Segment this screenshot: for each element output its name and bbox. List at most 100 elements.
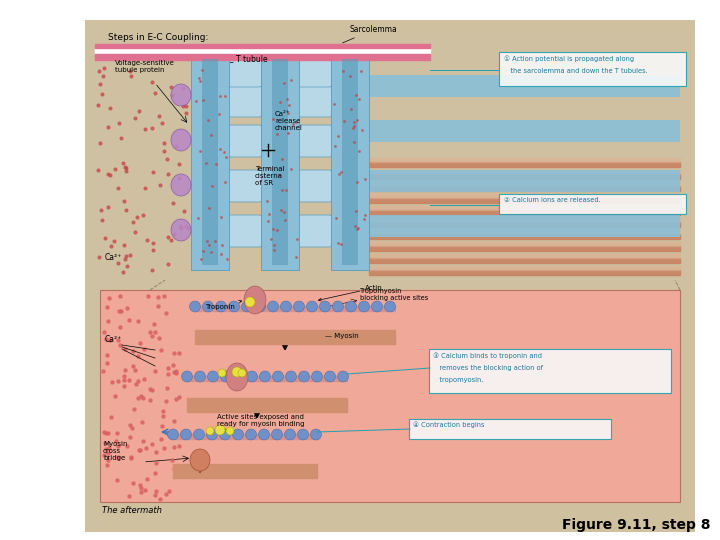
FancyBboxPatch shape xyxy=(228,125,262,157)
Text: Terminal
cisterna
of SR: Terminal cisterna of SR xyxy=(255,166,284,186)
Circle shape xyxy=(272,371,284,382)
FancyBboxPatch shape xyxy=(298,170,332,202)
FancyBboxPatch shape xyxy=(499,194,686,214)
Circle shape xyxy=(218,369,226,377)
Circle shape xyxy=(312,371,323,382)
Text: ② Calcium ions are released.: ② Calcium ions are released. xyxy=(504,197,600,203)
Circle shape xyxy=(294,301,305,312)
Circle shape xyxy=(181,371,192,382)
Text: ④ Contraction begins: ④ Contraction begins xyxy=(413,421,485,428)
Text: — Myosin: — Myosin xyxy=(325,333,359,339)
Text: removes the blocking action of: removes the blocking action of xyxy=(433,365,543,371)
Text: ③ Calcium binds to troponin and: ③ Calcium binds to troponin and xyxy=(433,353,542,359)
FancyBboxPatch shape xyxy=(429,349,671,393)
Circle shape xyxy=(189,301,200,312)
Circle shape xyxy=(215,301,227,312)
Circle shape xyxy=(320,301,330,312)
Bar xyxy=(272,59,288,265)
Text: Myosin
cross
bridge: Myosin cross bridge xyxy=(103,441,127,461)
Circle shape xyxy=(281,301,292,312)
Bar xyxy=(261,54,299,270)
Ellipse shape xyxy=(190,449,210,471)
Bar xyxy=(85,20,695,532)
Bar xyxy=(95,30,690,285)
Circle shape xyxy=(206,427,214,435)
Text: The aftermath: The aftermath xyxy=(102,506,162,515)
Text: Tropomyosin
blocking active sites: Tropomyosin blocking active sites xyxy=(360,288,428,301)
Circle shape xyxy=(232,367,242,377)
FancyBboxPatch shape xyxy=(228,215,262,247)
Circle shape xyxy=(228,301,240,312)
Ellipse shape xyxy=(226,363,248,391)
Circle shape xyxy=(346,301,356,312)
Circle shape xyxy=(220,371,232,382)
Circle shape xyxy=(286,371,297,382)
Circle shape xyxy=(254,301,266,312)
Circle shape xyxy=(271,429,282,440)
FancyBboxPatch shape xyxy=(298,55,332,87)
Text: Troponin: Troponin xyxy=(205,300,242,310)
FancyBboxPatch shape xyxy=(499,52,686,86)
Bar xyxy=(191,54,229,270)
FancyBboxPatch shape xyxy=(409,419,611,439)
Bar xyxy=(100,290,680,502)
Circle shape xyxy=(338,371,348,382)
Circle shape xyxy=(310,429,322,440)
Circle shape xyxy=(233,371,245,382)
Text: ① Action potential is propagated along: ① Action potential is propagated along xyxy=(504,56,634,62)
Circle shape xyxy=(246,429,256,440)
Circle shape xyxy=(226,427,234,435)
Circle shape xyxy=(207,371,218,382)
Text: T tubule: T tubule xyxy=(236,55,268,64)
Circle shape xyxy=(325,371,336,382)
Ellipse shape xyxy=(171,84,191,106)
Circle shape xyxy=(238,369,246,377)
Circle shape xyxy=(246,371,258,382)
Bar xyxy=(331,54,369,270)
Circle shape xyxy=(268,301,279,312)
Text: Ca²⁺
release
channel: Ca²⁺ release channel xyxy=(275,111,303,131)
Circle shape xyxy=(194,371,205,382)
Bar xyxy=(342,59,358,265)
Circle shape xyxy=(307,301,318,312)
Circle shape xyxy=(241,301,253,312)
Circle shape xyxy=(245,297,255,307)
FancyBboxPatch shape xyxy=(228,85,262,117)
Circle shape xyxy=(168,429,179,440)
Ellipse shape xyxy=(171,174,191,196)
Ellipse shape xyxy=(244,286,266,314)
Text: Figure 9.11, step 8: Figure 9.11, step 8 xyxy=(562,518,710,532)
Text: Steps in E-C Coupling:: Steps in E-C Coupling: xyxy=(108,33,208,42)
Text: Ca²⁺: Ca²⁺ xyxy=(105,253,122,262)
Circle shape xyxy=(202,301,214,312)
Circle shape xyxy=(215,425,225,435)
Circle shape xyxy=(384,301,395,312)
Text: the sarcolemma and down the T tubules.: the sarcolemma and down the T tubules. xyxy=(504,68,648,74)
Circle shape xyxy=(220,429,230,440)
Circle shape xyxy=(194,429,204,440)
FancyBboxPatch shape xyxy=(228,170,262,202)
Circle shape xyxy=(259,371,271,382)
FancyBboxPatch shape xyxy=(298,125,332,157)
Circle shape xyxy=(258,429,269,440)
Bar xyxy=(202,59,218,265)
Circle shape xyxy=(284,429,295,440)
Text: Active sites exposed and
ready for myosin binding: Active sites exposed and ready for myosi… xyxy=(217,414,305,427)
Text: Sarcolemma: Sarcolemma xyxy=(343,25,397,43)
Text: Actin: Actin xyxy=(318,285,383,301)
Circle shape xyxy=(372,301,382,312)
FancyBboxPatch shape xyxy=(298,85,332,117)
Circle shape xyxy=(359,301,369,312)
Text: Voltage-sensitive
tubule protein: Voltage-sensitive tubule protein xyxy=(115,59,175,73)
Ellipse shape xyxy=(171,219,191,241)
FancyBboxPatch shape xyxy=(228,55,262,87)
Circle shape xyxy=(233,429,243,440)
Circle shape xyxy=(207,429,217,440)
Circle shape xyxy=(181,429,192,440)
Text: tropomyosin.: tropomyosin. xyxy=(433,377,483,383)
Circle shape xyxy=(297,429,308,440)
Ellipse shape xyxy=(171,129,191,151)
FancyBboxPatch shape xyxy=(298,215,332,247)
Circle shape xyxy=(333,301,343,312)
Text: Ca²⁺: Ca²⁺ xyxy=(105,335,122,344)
